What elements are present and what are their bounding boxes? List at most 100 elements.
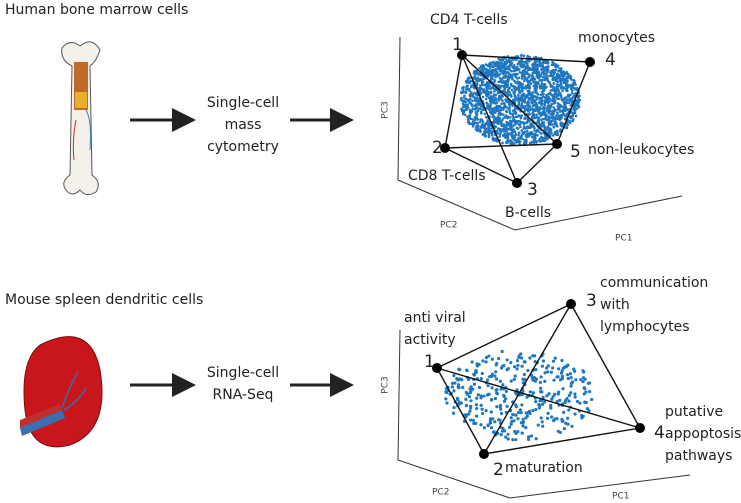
cell-dot (468, 94, 472, 97)
cell-dot (534, 108, 538, 112)
cell-dot (515, 139, 518, 143)
cell-dot (553, 392, 557, 396)
cell-dot (520, 134, 524, 137)
cell-dot (533, 129, 536, 132)
cell-dot (543, 379, 547, 384)
cell-dot (540, 99, 544, 103)
simplex-edge (436, 367, 641, 429)
cell-dot (463, 113, 467, 117)
cell-dot (491, 107, 494, 110)
cell-dot (528, 96, 531, 100)
cell-dot (490, 97, 493, 101)
cell-dot (570, 78, 573, 81)
cell-dot (553, 76, 556, 79)
vertex-label: maturation (505, 460, 583, 476)
cell-dot (540, 420, 544, 424)
cell-dot (554, 90, 557, 94)
cell-dot (556, 375, 560, 379)
cell-dot (458, 377, 462, 381)
cell-dot (445, 401, 449, 405)
cell-dot (475, 396, 479, 400)
cell-dot (506, 437, 510, 441)
cell-dot (537, 117, 540, 120)
cell-dot (525, 395, 529, 399)
cell-dot (519, 61, 522, 64)
cell-dot (510, 88, 514, 92)
cell-dot (503, 128, 507, 132)
cell-dot (530, 101, 533, 104)
method-label: mass (225, 117, 262, 133)
cell-dot (478, 67, 481, 70)
cell-dot (562, 427, 566, 431)
method-label: Single-cell (207, 95, 279, 111)
cell-dot (492, 115, 495, 118)
cell-dot (546, 136, 550, 140)
cell-dot (502, 134, 506, 138)
cell-dot (566, 123, 570, 127)
cell-dot (489, 426, 494, 430)
cell-dot (487, 131, 490, 135)
cell-dot (506, 432, 510, 436)
cell-dot (491, 68, 495, 72)
cell-dot (492, 70, 495, 74)
cell-dot (533, 132, 537, 136)
cell-dot (564, 82, 568, 85)
cell-dot (508, 91, 511, 94)
cell-dot (583, 387, 587, 391)
cell-dot (465, 392, 470, 396)
cell-dot (566, 422, 570, 426)
method-label: Single-cell (207, 365, 279, 381)
cell-dot (510, 140, 513, 143)
cell-dot (528, 141, 532, 145)
cell-dot (523, 378, 527, 382)
cell-dot (459, 97, 463, 101)
cell-dot (546, 96, 550, 100)
cell-dot (520, 64, 523, 67)
cell-dot (548, 111, 551, 115)
cell-dot (461, 108, 465, 112)
cell-dot (516, 127, 520, 130)
cell-dot (483, 83, 486, 87)
cell-dot (522, 63, 526, 67)
cell-dot (503, 86, 507, 89)
cell-dot (534, 368, 538, 372)
cell-dot (528, 104, 532, 108)
cell-dot (473, 107, 477, 111)
cell-dot (568, 98, 571, 101)
cell-dot (504, 114, 508, 118)
cell-dot (572, 78, 575, 82)
cell-dot (512, 73, 515, 76)
cell-dot (538, 84, 542, 88)
axis-label: PC2 (440, 221, 457, 231)
cell-dot (519, 125, 522, 129)
cell-dot (508, 119, 512, 123)
cell-dot (514, 58, 517, 61)
cell-dot (468, 110, 472, 114)
cell-dot (479, 130, 482, 133)
cell-dot (516, 429, 520, 434)
cell-dot (511, 99, 515, 102)
cell-dot (569, 376, 573, 380)
cell-dot (539, 375, 543, 379)
cell-dot (548, 109, 552, 113)
cell-dot (561, 113, 564, 117)
cell-dot (521, 389, 525, 394)
cell-dot (489, 95, 493, 98)
cell-dot (508, 63, 512, 67)
cell-dot (497, 418, 501, 422)
cell-dot (496, 65, 500, 69)
cell-dot (522, 132, 526, 135)
cell-dot (590, 397, 594, 402)
cell-dot (528, 356, 532, 360)
cell-dot (558, 70, 562, 73)
cell-dot (553, 115, 556, 119)
cell-dot (491, 65, 495, 69)
cell-dot (558, 91, 562, 95)
cell-dot (488, 82, 491, 85)
cell-dot (505, 62, 508, 65)
cell-dot (532, 80, 535, 83)
cell-dot (498, 379, 502, 383)
cell-dot (471, 104, 474, 108)
cell-dot (469, 385, 473, 389)
cell-dot (453, 381, 457, 385)
